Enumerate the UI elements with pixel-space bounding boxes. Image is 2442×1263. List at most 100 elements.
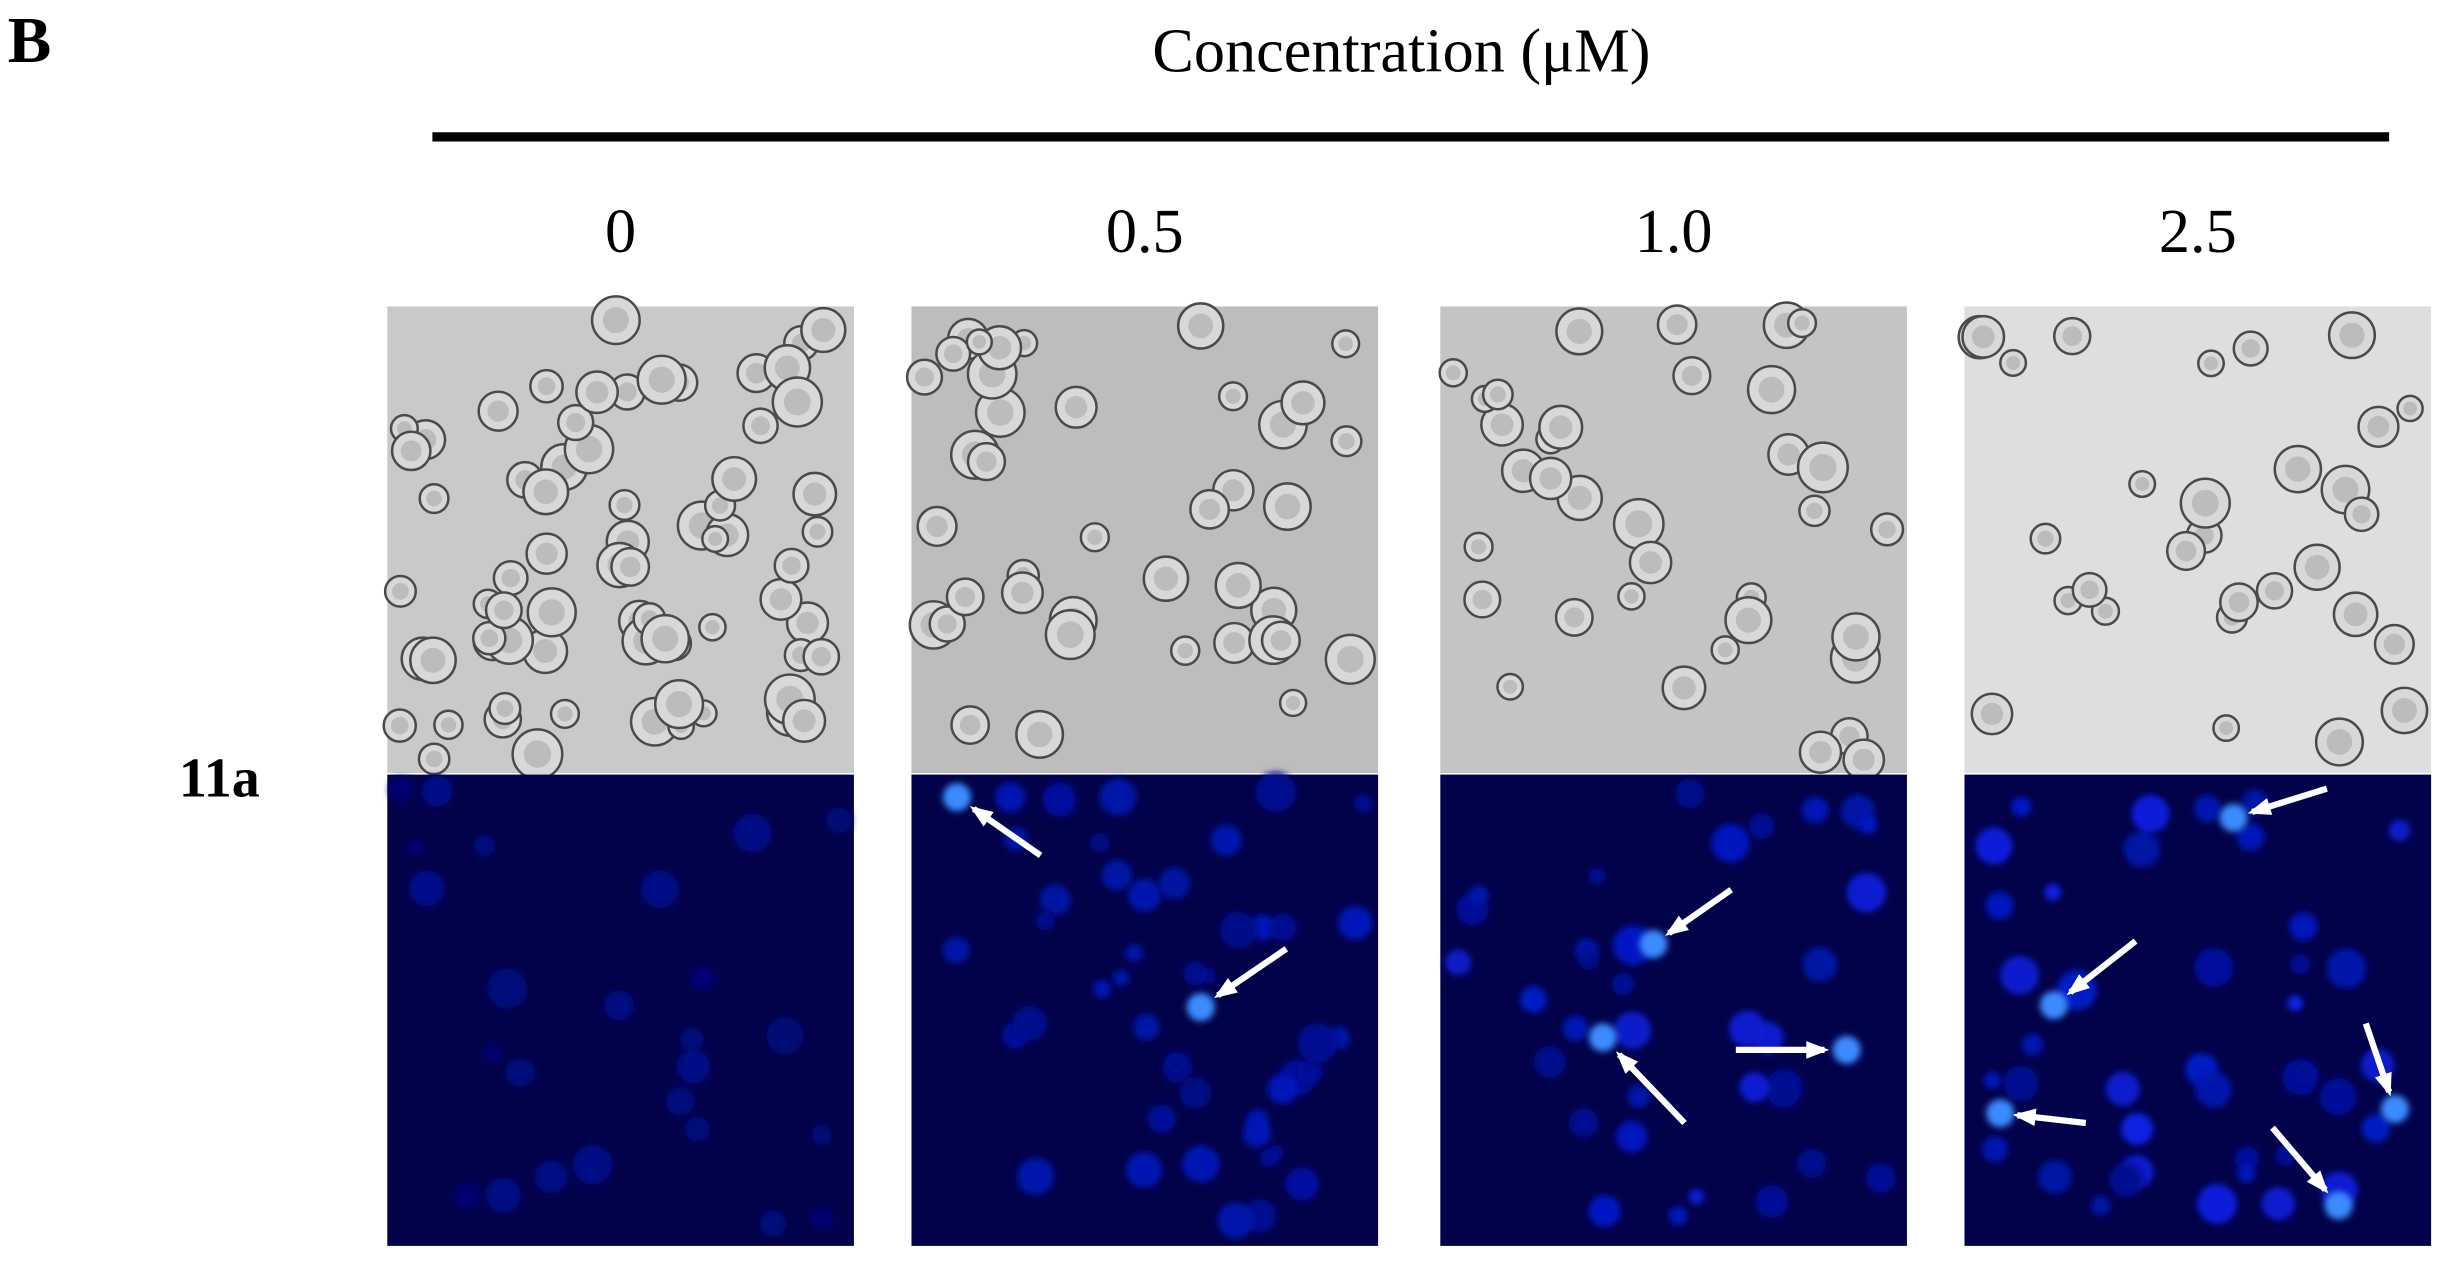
nucleus [1985,891,2014,920]
row-label: 11a [179,747,260,809]
cell-core [809,523,826,540]
cell-core [1852,748,1875,771]
arrow-head [2012,1108,2037,1127]
cell-core [926,515,948,538]
cell-core [1285,695,1301,711]
nucleus [2131,794,2170,833]
nucleus [1147,1104,1176,1134]
cell-core [2304,554,2330,580]
fluorescence-image [1964,774,2432,1246]
cell-core [400,440,422,462]
cell-core [1087,529,1103,545]
nucleus [1616,1120,1648,1153]
cell-core [1503,679,1518,694]
cell-core [2219,721,2234,736]
nucleus [388,776,415,803]
cell-core [782,556,801,575]
cell-core [440,717,457,733]
cell-core [2241,339,2260,358]
cell-core [1445,365,1461,381]
nucleus [1338,905,1373,941]
cell-core [1564,607,1585,628]
cell-core [575,435,603,463]
nucleus [482,1043,503,1064]
column-label: 1.0 [1635,198,1713,266]
cell-core [665,691,693,718]
cell-core [796,611,819,635]
nucleus [1012,1005,1048,1041]
nucleus [1250,914,1277,941]
nucleus [679,1027,705,1052]
cell-core [2098,603,2113,619]
cell-core [1274,493,1301,520]
cell-core [1177,642,1193,659]
cell-core [1270,630,1292,651]
nucleus [1101,859,1133,891]
condensed-nucleus [1832,1035,1861,1064]
nucleus [1627,1085,1651,1108]
nucleus [1588,1195,1621,1228]
arrow-head [969,806,994,827]
condensed-nucleus [1588,1023,1617,1052]
cell-core [1064,396,1088,419]
condensed-nucleus [1986,1099,2015,1128]
nucleus [2044,883,2062,901]
cell-core [1490,413,1514,437]
nucleus [1260,1149,1278,1168]
nucleus [452,1181,482,1210]
cell-core [420,647,446,673]
nucleus [1975,827,2013,865]
nucleus [2038,1159,2072,1194]
nucleus [1042,782,1077,817]
nucleus [2195,1071,2232,1108]
condensed-nucleus [2219,803,2248,832]
arrow-head [2247,798,2273,815]
cell-core [1153,566,1179,591]
cell-core [1470,539,1487,555]
nucleus [1611,973,1635,996]
nucleus [1711,824,1750,863]
arrow-head [1214,977,1238,999]
arrow-head [2066,974,2091,996]
arrow-head [2306,1170,2329,1194]
nucleus [2123,830,2161,868]
cell-core [1199,498,1221,520]
nucleus [733,813,772,853]
cell-core [1188,313,1214,339]
cell-core [914,367,935,387]
cell-core [2204,356,2219,371]
nucleus [1588,868,1606,885]
nucleus [1445,949,1472,976]
condensed-nucleus [942,783,971,812]
nucleus [2105,1071,2141,1107]
cell-core [1843,623,1869,650]
nucleus [1128,878,1162,912]
nucleus [2021,1033,2044,1056]
cell-core [705,620,720,635]
nucleus [1755,1185,1789,1218]
nucleus [766,1017,804,1055]
cell-core [1222,479,1245,502]
cell-core [2264,581,2285,601]
column-label: 2.5 [2159,198,2237,266]
nucleus [1562,1015,1589,1042]
cell-core [803,482,827,506]
cell-core [1567,485,1592,511]
nucleus [1297,1058,1323,1085]
cell-core [1566,318,1592,344]
nucleus [1297,1023,1338,1064]
cell-core [1472,589,1493,610]
nucleus [1578,949,1600,970]
cell-core [746,362,767,384]
condensed-nucleus [1639,930,1668,959]
cell-core [1624,589,1639,604]
cell-core [1809,740,1832,764]
nucleus [1675,778,1705,809]
nucleus [1183,961,1208,986]
cell-core [487,400,509,422]
cell-core [1980,702,2004,726]
cell-core [943,344,963,364]
cell-core [2367,415,2390,438]
cell-core [602,307,629,334]
nucleus [1210,824,1242,856]
